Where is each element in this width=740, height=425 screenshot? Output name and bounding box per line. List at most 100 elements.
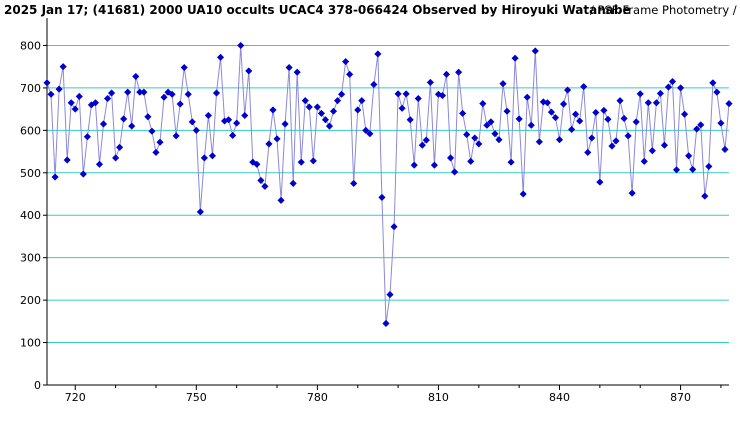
- data-point: [652, 99, 661, 107]
- data-point: [527, 121, 535, 129]
- data-point: [237, 41, 245, 50]
- data-point: [144, 113, 152, 121]
- data-point: [705, 162, 713, 171]
- data-point: [713, 88, 721, 96]
- data-point: [245, 67, 253, 75]
- data-point: [547, 108, 556, 116]
- data-point: [128, 122, 136, 130]
- data-point: [616, 96, 624, 105]
- data-point: [612, 137, 620, 145]
- data-point: [475, 140, 483, 148]
- data-point: [120, 115, 128, 123]
- data-point: [721, 145, 729, 154]
- data-point: [99, 120, 108, 128]
- data-point: [233, 119, 241, 127]
- x-tick-labels: 720 750 780 810 840 870: [65, 391, 691, 404]
- data-point: [398, 104, 406, 112]
- data-point: [305, 103, 313, 111]
- data-point: [71, 105, 79, 113]
- grid-lines: [47, 44, 729, 344]
- data-point: [204, 111, 213, 120]
- data-point: [523, 93, 531, 101]
- data-point: [309, 157, 317, 165]
- data-point: [261, 182, 269, 191]
- data-point: [172, 132, 180, 140]
- data-point: [265, 140, 273, 148]
- data-point: [701, 192, 709, 200]
- data-point: [281, 120, 289, 128]
- data-point: [124, 88, 132, 96]
- data-point: [289, 179, 297, 188]
- data-point: [555, 136, 564, 144]
- data-point: [257, 176, 265, 185]
- data-point: [450, 168, 459, 176]
- data-point: [668, 77, 677, 86]
- data-point: [390, 223, 398, 231]
- data-point: [366, 130, 374, 138]
- data-point: [531, 47, 539, 55]
- data-point: [507, 158, 515, 166]
- data-point: [350, 179, 358, 188]
- data-point: [519, 190, 527, 198]
- y-tick-label-300: 300: [20, 252, 41, 265]
- data-point: [697, 121, 705, 129]
- data-point: [499, 80, 507, 88]
- data-point: [168, 90, 176, 98]
- data-point: [511, 54, 519, 62]
- data-point: [43, 79, 51, 87]
- data-point: [152, 148, 160, 157]
- data-point: [410, 161, 418, 169]
- data-point: [648, 147, 656, 155]
- data-point: [188, 118, 196, 126]
- data-point: [228, 131, 237, 140]
- data-point: [422, 136, 430, 144]
- data-point: [644, 99, 652, 107]
- data-point: [563, 86, 572, 94]
- y-tick-label-100: 100: [20, 337, 41, 350]
- data-point: [273, 135, 281, 143]
- data-point: [253, 160, 261, 168]
- data-point: [184, 90, 192, 98]
- data-point: [216, 53, 225, 62]
- data-point: [551, 113, 560, 122]
- chart-subtitle: / PSF-Frame Photometry /: [590, 3, 737, 17]
- axes: [43, 18, 729, 390]
- data-point: [394, 90, 402, 98]
- data-point: [576, 117, 584, 125]
- x-tick-label-810: 810: [428, 391, 449, 404]
- data-point: [693, 125, 701, 133]
- data-point: [51, 173, 59, 181]
- data-point: [115, 143, 124, 151]
- data-point: [176, 100, 184, 108]
- data-point: [362, 126, 370, 135]
- data-point: [628, 189, 636, 197]
- data-point: [91, 99, 100, 107]
- series-light-curve: [43, 41, 733, 328]
- data-point: [483, 121, 491, 129]
- data-point: [596, 178, 604, 186]
- x-tick-label-840: 840: [549, 391, 570, 404]
- data-point: [430, 161, 439, 169]
- data-point: [269, 106, 277, 114]
- y-tick-label-600: 600: [20, 124, 41, 137]
- data-point: [725, 99, 733, 108]
- data-point: [438, 91, 447, 100]
- data-point: [684, 152, 693, 160]
- data-point: [107, 89, 116, 97]
- data-point: [471, 134, 479, 142]
- data-point: [535, 138, 543, 146]
- data-point: [418, 141, 426, 149]
- data-point: [358, 96, 366, 105]
- data-point: [709, 79, 717, 87]
- data-point: [277, 196, 285, 205]
- data-point: [63, 156, 71, 164]
- data-point: [454, 68, 463, 76]
- data-point: [479, 99, 487, 108]
- data-point: [571, 110, 580, 118]
- data-point: [329, 107, 338, 115]
- data-point: [212, 89, 221, 97]
- data-point: [406, 116, 414, 124]
- y-tick-label-0: 0: [34, 379, 41, 392]
- chart-title: 2025 Jan 17; (41681) 2000 UA10 occults U…: [4, 3, 631, 17]
- data-point: [676, 84, 685, 92]
